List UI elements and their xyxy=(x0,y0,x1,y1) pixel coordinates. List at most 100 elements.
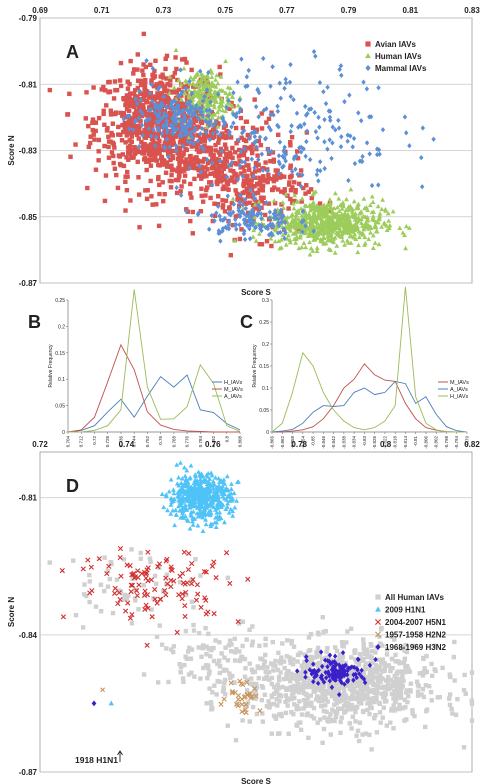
point-human-iavs xyxy=(350,226,356,231)
legend-label: M_IAVs xyxy=(224,387,243,393)
point-all-human-iavs xyxy=(189,670,194,675)
point-all-human-iavs xyxy=(321,656,326,661)
point-all-human-iavs xyxy=(401,678,406,684)
point-all-human-iavs xyxy=(386,674,391,680)
point-avian-iavs xyxy=(137,123,142,129)
point-all-human-iavs xyxy=(262,692,268,698)
point-mammal-iavs xyxy=(336,117,341,123)
point-all-human-iavs xyxy=(239,654,244,659)
point-mammal-iavs xyxy=(140,111,145,117)
point-all-human-iavs xyxy=(267,677,272,682)
x-tick-label: 0.704 xyxy=(66,436,71,448)
point-1957-1958-h2n2 xyxy=(228,680,234,686)
point-mammal-iavs xyxy=(152,143,158,149)
point-all-human-iavs xyxy=(191,605,196,610)
point-2004-2007-h5n1 xyxy=(59,568,65,574)
point-avian-iavs xyxy=(86,123,91,129)
point-all-human-iavs xyxy=(371,695,376,701)
point-all-human-iavs xyxy=(271,663,276,668)
point-all-human-iavs xyxy=(309,700,314,706)
point-all-human-iavs xyxy=(283,693,289,698)
point-human-iavs xyxy=(206,90,212,96)
point-avian-iavs xyxy=(239,227,244,232)
point-2009-h1n1 xyxy=(209,472,215,478)
point-2009-h1n1 xyxy=(197,489,203,495)
point-human-iavs xyxy=(370,213,376,219)
point-all-human-iavs xyxy=(297,699,302,704)
point-all-human-iavs xyxy=(265,665,270,670)
point-avian-iavs xyxy=(222,156,228,161)
point-2004-2007-h5n1 xyxy=(143,575,149,581)
point-avian-iavs xyxy=(199,186,204,191)
point-avian-iavs xyxy=(169,172,174,178)
point-all-human-iavs xyxy=(345,629,350,634)
point-mammal-iavs xyxy=(156,119,161,125)
point-human-iavs xyxy=(354,205,360,211)
point-all-human-iavs xyxy=(249,667,255,672)
point-mammal-iavs xyxy=(276,159,282,165)
point-2004-2007-h5n1 xyxy=(154,600,160,606)
point-avian-iavs xyxy=(144,129,149,135)
point-mammal-iavs xyxy=(250,207,255,213)
point-mammal-iavs xyxy=(229,159,235,166)
point-2009-h1n1 xyxy=(213,507,218,512)
point-all-human-iavs xyxy=(205,675,210,681)
point-all-human-iavs xyxy=(294,722,299,728)
point-all-human-iavs xyxy=(367,732,372,738)
point-avian-iavs xyxy=(157,182,162,188)
point-avian-iavs xyxy=(104,128,110,133)
point-1968-1969-h3n2 xyxy=(311,679,316,685)
point-mammal-iavs xyxy=(350,144,355,150)
point-avian-iavs xyxy=(245,194,251,199)
point-avian-iavs xyxy=(221,184,226,189)
point-all-human-iavs xyxy=(294,673,299,679)
point-2009-h1n1 xyxy=(207,487,213,492)
point-mammal-iavs xyxy=(224,174,230,180)
point-2004-2007-h5n1 xyxy=(152,596,158,602)
point-all-human-iavs xyxy=(245,677,250,683)
point-all-human-iavs xyxy=(305,695,311,700)
legend-label: A_IAVs xyxy=(224,394,242,400)
point-human-iavs xyxy=(188,75,194,80)
legend-label: Avian IAVs xyxy=(375,40,416,49)
point-all-human-iavs xyxy=(102,588,107,594)
point-all-human-iavs xyxy=(338,685,343,690)
legend-label: H_IAVs xyxy=(224,380,242,386)
point-mammal-iavs xyxy=(161,94,167,100)
point-2009-h1n1 xyxy=(188,463,194,468)
point-all-human-iavs xyxy=(295,659,300,664)
point-2009-h1n1 xyxy=(209,521,215,527)
point-all-human-iavs xyxy=(376,657,381,662)
point-mammal-iavs xyxy=(357,158,363,164)
point-avian-iavs xyxy=(176,87,182,92)
point-all-human-iavs xyxy=(182,662,187,668)
point-all-human-iavs xyxy=(361,641,366,647)
point-all-human-iavs xyxy=(374,686,379,691)
point-avian-iavs xyxy=(153,148,159,154)
point-human-iavs xyxy=(355,202,361,208)
point-all-human-iavs xyxy=(450,711,455,716)
point-mammal-iavs xyxy=(174,143,179,149)
point-all-human-iavs xyxy=(292,695,297,701)
point-avian-iavs xyxy=(152,97,157,102)
point-mammal-iavs xyxy=(189,90,195,96)
point-avian-iavs xyxy=(216,140,221,145)
point-human-iavs xyxy=(281,205,286,210)
point-avian-iavs xyxy=(83,116,88,121)
point-all-human-iavs xyxy=(289,641,294,646)
point-avian-iavs xyxy=(240,165,246,170)
point-1957-1958-h2n2 xyxy=(244,679,250,685)
point-mammal-iavs xyxy=(360,153,365,160)
point-2009-h1n1 xyxy=(217,509,223,515)
point-mammal-iavs xyxy=(269,230,274,236)
point-human-iavs xyxy=(349,223,355,229)
point-avian-iavs xyxy=(266,201,272,206)
point-all-human-iavs xyxy=(340,654,346,660)
point-avian-iavs xyxy=(159,112,164,117)
point-1968-1969-h3n2 xyxy=(311,661,316,667)
point-all-human-iavs xyxy=(315,654,320,659)
point-avian-iavs xyxy=(101,111,106,117)
point-1968-1969-h3n2 xyxy=(327,678,333,684)
point-2009-h1n1 xyxy=(208,470,214,475)
point-avian-iavs xyxy=(121,96,126,101)
